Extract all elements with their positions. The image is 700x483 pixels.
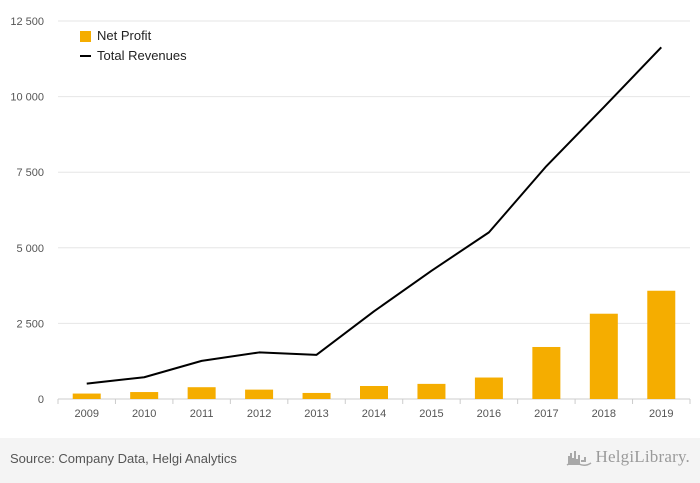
x-tick-label: 2019 xyxy=(649,408,673,420)
y-tick-label: 7 500 xyxy=(16,167,44,179)
net-profit-bar xyxy=(532,346,561,399)
legend-label-total-revenues: Total Revenues xyxy=(97,48,187,63)
legend-swatch-net-profit xyxy=(80,31,91,42)
y-tick-label: 2 500 xyxy=(16,318,44,330)
net-profit-bar xyxy=(302,392,331,399)
net-profit-bar xyxy=(474,377,503,399)
net-profit-bars xyxy=(72,290,676,399)
y-tick-label: 0 xyxy=(38,394,44,406)
x-tick-label: 2010 xyxy=(132,408,156,420)
x-tick-label: 2016 xyxy=(477,408,501,420)
net-profit-bar xyxy=(647,290,676,399)
grid-lines xyxy=(58,20,690,400)
y-tick-label: 5 000 xyxy=(16,243,44,255)
chart: 0 2 500 5 000 7 500 10 000 12 500 2009 2010 201… xyxy=(10,16,691,420)
y-tick-label: 12 500 xyxy=(10,16,44,28)
net-profit-bar xyxy=(130,392,159,399)
x-tick-label: 2013 xyxy=(304,408,328,420)
total-revenues-line-group xyxy=(86,46,662,385)
x-tick-label: 2017 xyxy=(534,408,558,420)
source-text: Source: Company Data, Helgi Analytics xyxy=(10,451,237,466)
x-tick-label: 2015 xyxy=(419,408,443,420)
net-profit-bar xyxy=(187,387,216,399)
footer: Source: Company Data, Helgi Analytics He… xyxy=(0,438,700,483)
y-axis: 0 2 500 5 000 7 500 10 000 12 500 xyxy=(10,16,44,406)
brand[interactable]: HelgiLibrary. xyxy=(566,447,691,467)
legend-label-net-profit: Net Profit xyxy=(97,28,152,43)
x-tick-label: 2012 xyxy=(247,408,271,420)
net-profit-bar xyxy=(589,313,618,399)
total-revenues-line xyxy=(86,46,662,385)
x-tick-label: 2009 xyxy=(74,408,98,420)
x-axis: 2009 2010 2011 2012 2013 2014 2015 2016 2017 2018… xyxy=(57,399,691,420)
helgi-logo-icon xyxy=(566,451,591,467)
x-tick-label: 2011 xyxy=(190,408,214,420)
y-tick-label: 10 000 xyxy=(10,92,44,104)
x-tick-label: 2018 xyxy=(592,408,616,420)
net-profit-bar xyxy=(72,393,101,399)
net-profit-bar xyxy=(360,385,388,399)
x-tick-label: 2014 xyxy=(362,408,386,420)
net-profit-bar xyxy=(245,389,274,399)
brand-name: HelgiLibrary. xyxy=(595,447,690,466)
net-profit-bar xyxy=(417,383,446,399)
legend: Net Profit Total Revenues xyxy=(80,28,187,63)
